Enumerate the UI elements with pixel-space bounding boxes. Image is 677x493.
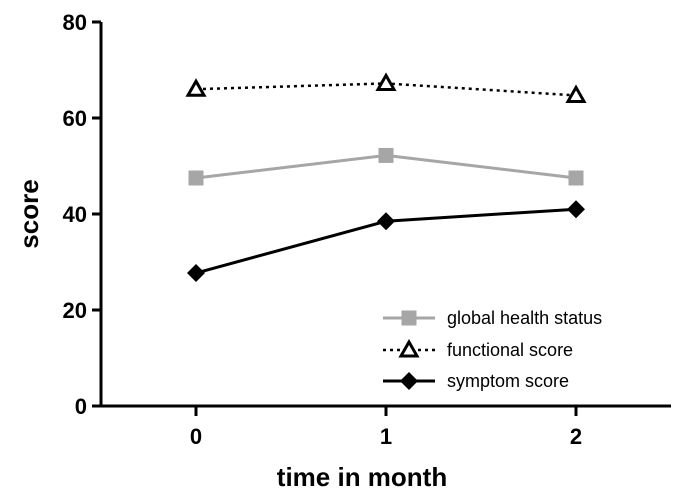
legend: global health status functional score symp… (383, 308, 602, 391)
series-global-health-status (188, 147, 584, 186)
data-point (375, 72, 397, 91)
legend-marker (398, 338, 420, 358)
legend-marker (400, 372, 418, 390)
y-axis-title: score (14, 179, 44, 248)
legend-item: symptom score (383, 371, 569, 391)
y-tick-label: 60 (63, 106, 87, 131)
x-tick-label: 0 (190, 424, 202, 449)
y-tick-label: 40 (63, 202, 87, 227)
x-tick-label: 2 (570, 424, 582, 449)
legend-label: symptom score (447, 371, 569, 391)
legend-label: global health status (447, 308, 602, 328)
x-tick-label: 1 (380, 424, 392, 449)
legend-item: functional score (383, 338, 573, 360)
y-tick-label: 0 (75, 394, 87, 419)
data-point (378, 147, 394, 163)
data-point (565, 84, 587, 103)
y-axis-ticks: 0 20 40 60 80 (63, 10, 101, 419)
data-point (188, 170, 204, 186)
data-point (185, 78, 207, 97)
y-tick-label: 20 (63, 298, 87, 323)
x-axis-title: time in month (277, 462, 447, 492)
series-symptom-score (187, 200, 585, 283)
data-point (567, 200, 585, 219)
legend-label: functional score (447, 340, 573, 360)
y-tick-label: 80 (63, 10, 87, 35)
x-axis-ticks: 0 1 2 (190, 406, 582, 449)
legend-marker (401, 310, 417, 326)
data-point (187, 264, 205, 283)
series-functional-score (185, 72, 587, 103)
series-layer (185, 72, 587, 283)
data-point (377, 212, 395, 231)
data-point (568, 170, 584, 186)
legend-item: global health status (383, 308, 602, 328)
